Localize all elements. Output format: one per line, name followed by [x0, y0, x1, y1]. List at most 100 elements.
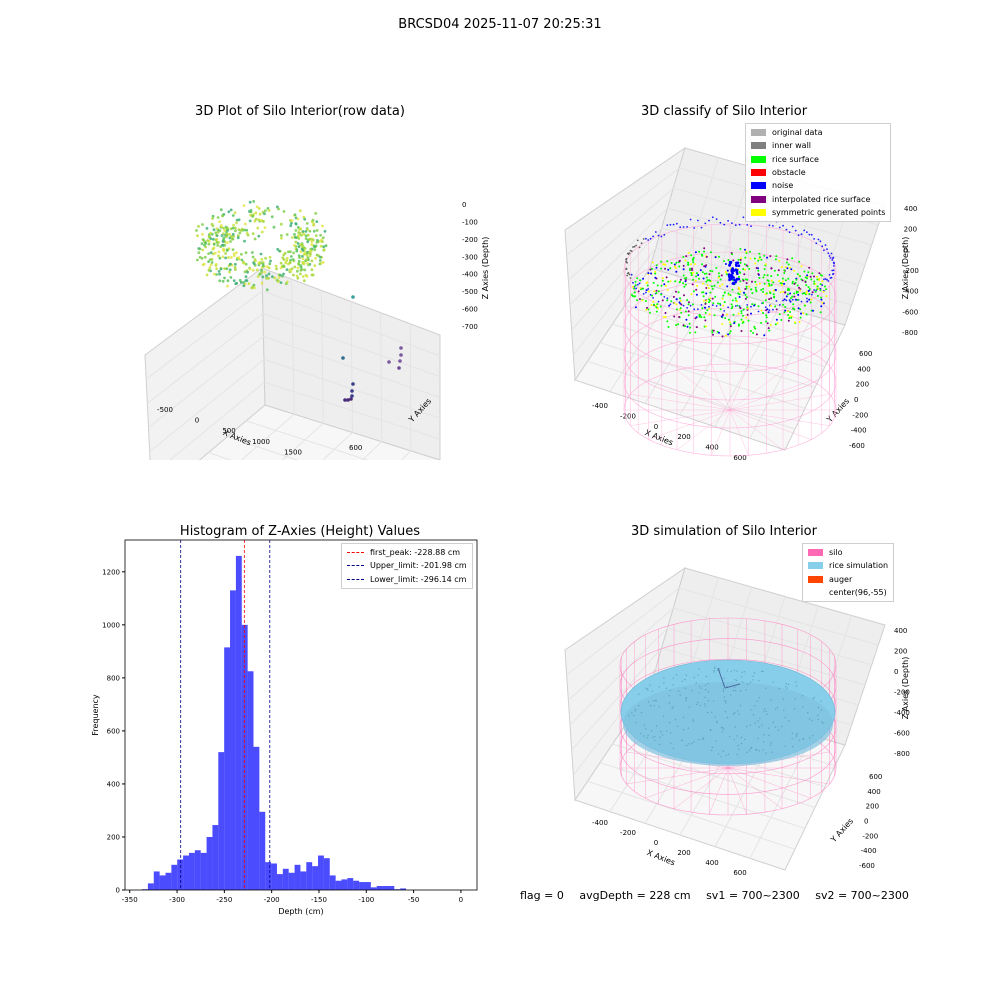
cls-wall-point [697, 219, 699, 222]
cls-surface-point [744, 293, 747, 296]
cls-surface-point [821, 280, 824, 283]
cls-surface-point [776, 322, 779, 325]
cls-surface-point [760, 321, 763, 324]
sim-z-tick-label: 400 [894, 627, 907, 635]
raw-point [321, 224, 324, 228]
cls-surface-point [673, 301, 676, 304]
legend-swatch [808, 589, 823, 597]
cls-surface-point [775, 255, 778, 258]
cls-wall-point [657, 300, 660, 303]
cls-surface-point [656, 284, 659, 287]
cls-wall-point [803, 229, 806, 232]
sim-rice-point [715, 740, 717, 742]
sim-rice-point [638, 693, 640, 695]
cls-y-tick-label: 0 [854, 396, 858, 404]
cls-surface-point [674, 267, 677, 269]
cls-surface-point [694, 279, 697, 282]
cls-surface-point [800, 278, 803, 281]
sim-rice-point [757, 720, 759, 722]
sim-silo-spoke [645, 767, 729, 799]
raw-point [246, 270, 250, 274]
raw-point [266, 207, 270, 210]
cls-surface-point [724, 317, 727, 320]
cls-surface-point [763, 254, 766, 257]
raw-point [270, 215, 274, 219]
raw-outlier-point [350, 389, 354, 393]
raw-point [278, 273, 282, 277]
cls-surface-point [704, 319, 707, 322]
cls-wall-point [660, 235, 663, 238]
sim-rice-point [697, 674, 699, 676]
legend-swatch [808, 575, 823, 583]
cls-wall-point [734, 305, 737, 307]
sim-rice-point [745, 725, 748, 728]
cls-surface-point [717, 276, 720, 279]
raw-point [215, 234, 219, 237]
cls-surface-point [795, 278, 798, 281]
cls-wall-point [828, 255, 831, 257]
sim-rice-point [654, 739, 656, 742]
cls-surface-point [735, 300, 738, 303]
cls-wall-point [632, 246, 634, 248]
raw-point [285, 280, 289, 284]
cls-surface-point [810, 278, 813, 281]
sim-rice-point [663, 682, 665, 684]
cls-wall-point [632, 281, 634, 284]
raw-point [232, 223, 236, 227]
cls-surface-point [663, 316, 665, 318]
cls-surface-point [682, 268, 685, 271]
cls-surface-point [803, 270, 806, 273]
raw-point [207, 242, 211, 246]
sim-rice-point [726, 670, 728, 672]
raw-point [237, 218, 241, 222]
cls-wall-point [697, 308, 699, 310]
sim-rice-point [651, 730, 653, 732]
cls-surface-point [726, 285, 729, 288]
cls-wall-point [757, 310, 760, 313]
sim-x-tick-label: 600 [733, 869, 746, 877]
sim-rice-point [739, 704, 741, 707]
sim-rice-point [758, 697, 760, 699]
sim-rice-point [674, 718, 677, 721]
cls-surface-point [704, 302, 707, 305]
raw-point [289, 250, 292, 254]
cls-surface-point [754, 286, 757, 289]
cls-surface-point [704, 311, 707, 314]
cls-surface-point [647, 272, 650, 275]
y-axis-label: Frequency [91, 694, 100, 736]
cls-wall-point [682, 226, 685, 228]
cls-surface-point [753, 257, 756, 260]
cls-surface-point [800, 312, 802, 315]
cls-wall-point [797, 234, 800, 236]
cls-surface-point [663, 283, 666, 286]
legend-label: Lower_limit: -296.14 cm [370, 574, 467, 584]
sim-gridline [566, 587, 879, 676]
raw-point [305, 275, 309, 278]
cls-surface-point [705, 325, 707, 328]
cls-gridline [637, 286, 836, 347]
cls-surface-point [655, 292, 658, 295]
raw-outlier-point [399, 346, 403, 350]
sim-rice-point [793, 708, 796, 710]
cls-z-tick-label: 200 [904, 226, 917, 234]
cls-surface-point [721, 313, 724, 316]
cls-surface-point [632, 285, 635, 288]
raw-point [242, 281, 246, 284]
cls-surface-point [779, 291, 782, 294]
cls-surface-point [691, 303, 694, 306]
raw-point [292, 251, 295, 255]
sim-rice-point [733, 686, 736, 689]
raw-point [220, 234, 224, 237]
sim-rice-point [741, 671, 744, 673]
sim-rice-point [726, 716, 729, 719]
cls-surface-point [727, 318, 730, 321]
sim-rice-point [796, 732, 798, 735]
raw-point [254, 211, 258, 215]
histogram-bar [318, 855, 324, 890]
cls-silo-spoke [729, 409, 749, 456]
legend-entry: center(96,-55) [808, 586, 888, 599]
raw-point [251, 214, 254, 218]
cls-surface-point [781, 280, 784, 283]
raw-point [272, 225, 276, 229]
sim-x-axis-label: X Axies [646, 848, 677, 867]
